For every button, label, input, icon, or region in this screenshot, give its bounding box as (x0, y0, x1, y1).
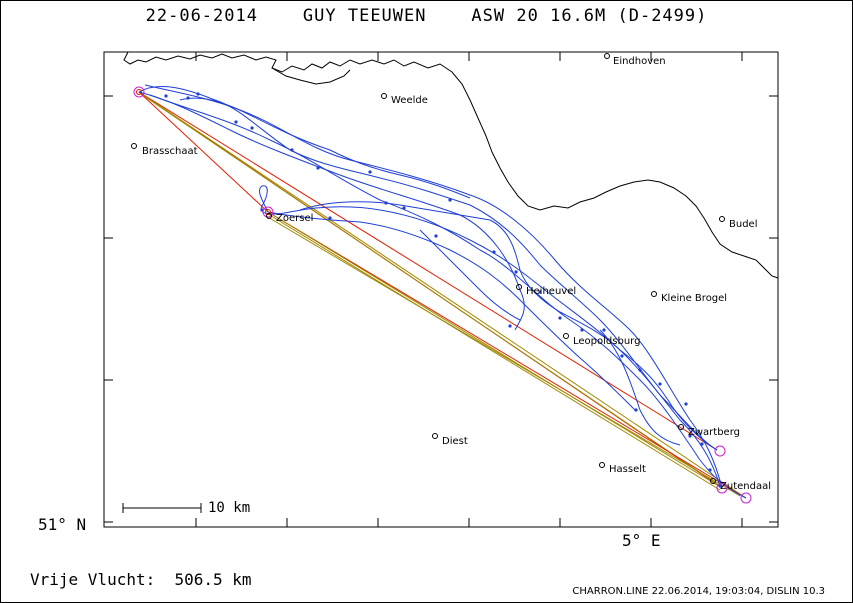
turnpoint-markers (136, 89, 271, 215)
town-kleine-brogel: Kleine Brogel (661, 293, 727, 304)
task-legs (138, 91, 747, 499)
town-zoersel: Zoersel (276, 213, 313, 224)
latitude-label: 51° N (38, 515, 87, 534)
axis-ticks (103, 52, 778, 527)
town-heiheuvel: Heiheuvel (526, 286, 576, 297)
town-brasschaat: Brasschaat (142, 146, 198, 157)
longitude-label: 5° E (622, 531, 661, 550)
town-weelde: Weelde (391, 95, 428, 106)
scale-bar-label: 10 km (208, 500, 251, 516)
town-diest: Diest (442, 436, 468, 447)
town-zutendaal: Zutendaal (720, 481, 771, 492)
border-lobe (271, 67, 351, 85)
town-markers (131, 53, 725, 484)
track-dots (164, 92, 722, 488)
turnpoints (133, 86, 752, 504)
page-title: 22-06-2014 GUY TEEUWEN ASW 20 16.6M (D-2… (145, 6, 708, 26)
map-frame (103, 51, 779, 528)
distance-summary: Vrije Vlucht: 506.5 km (30, 570, 252, 589)
town-budel: Budel (729, 219, 757, 230)
country-border (123, 51, 779, 279)
town-zwartberg: Zwartberg (688, 427, 740, 438)
town-eindhoven: Eindhoven (613, 56, 666, 67)
flight-track (138, 84, 747, 499)
town-hasselt: Hasselt (609, 464, 646, 475)
scale-bar (122, 503, 202, 513)
town-leopoldsburg: Leopoldsburg (573, 336, 640, 347)
program-info: CHARRON.LINE 22.06.2014, 19:03:04, DISLI… (572, 586, 825, 597)
